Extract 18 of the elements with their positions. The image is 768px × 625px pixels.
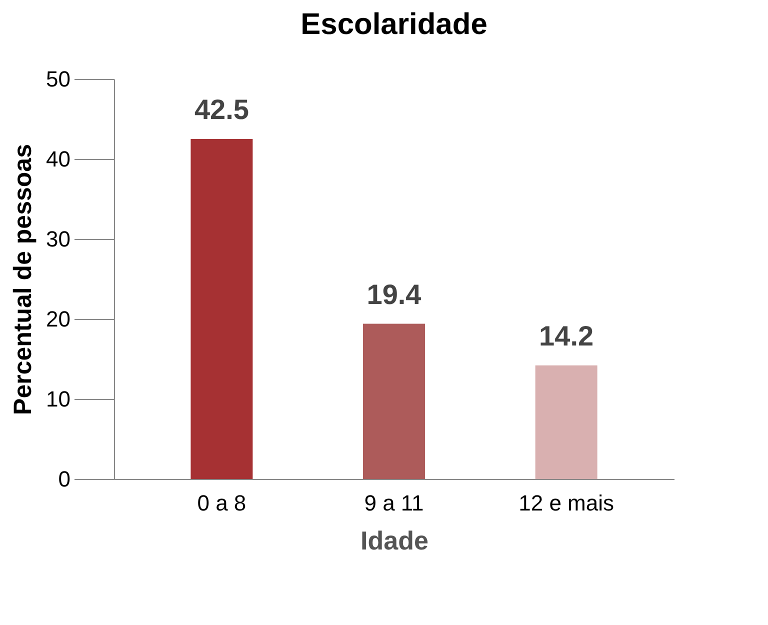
y-tick-label: 30 xyxy=(46,226,70,252)
y-axis-title: Percentual de pessoas xyxy=(9,144,38,415)
y-tick-label: 40 xyxy=(46,146,70,172)
x-tick-label: 0 a 8 xyxy=(197,490,246,516)
y-tick-label: 50 xyxy=(46,66,70,92)
x-axis-title: Idade xyxy=(360,526,428,556)
chart-title: Escolaridade xyxy=(300,8,488,41)
x-tick-label: 12 e mais xyxy=(518,490,614,516)
data-label: 19.4 xyxy=(366,278,422,310)
y-tick-label: 0 xyxy=(58,466,70,492)
bar xyxy=(363,324,425,479)
x-tick-label: 9 a 11 xyxy=(364,490,424,516)
data-label: 14.2 xyxy=(539,320,594,352)
bar xyxy=(190,139,253,479)
data-label: 42.5 xyxy=(194,94,249,125)
bar xyxy=(535,365,598,479)
y-tick-label: 20 xyxy=(46,306,70,332)
y-tick-label: 10 xyxy=(46,386,70,412)
